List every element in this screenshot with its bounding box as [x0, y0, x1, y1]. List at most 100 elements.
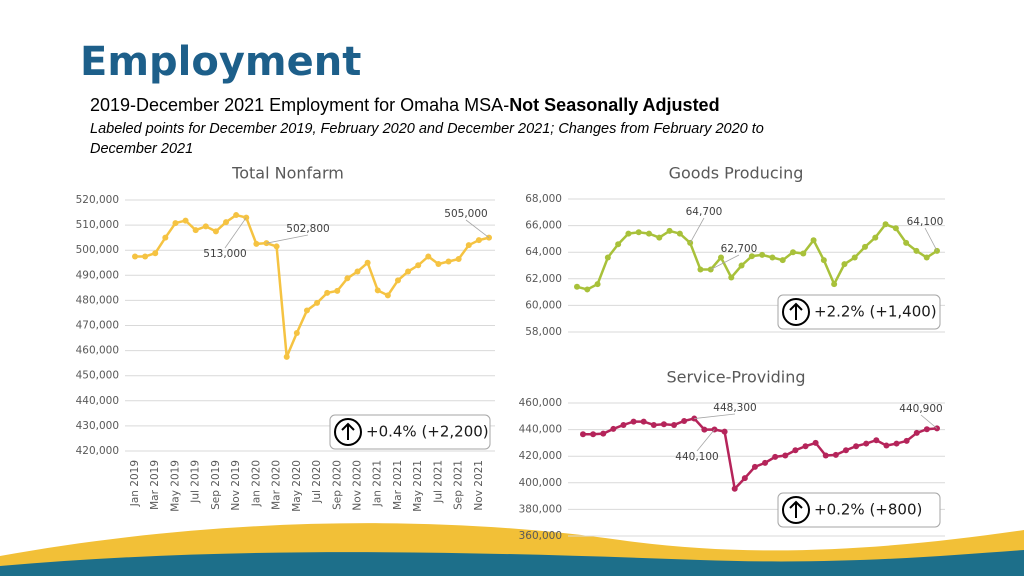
data-point [600, 430, 607, 437]
data-point [660, 421, 667, 428]
y-tick-label: 68,000 [525, 193, 562, 205]
x-tick-label: Jan 2019 [129, 460, 141, 507]
data-point [913, 247, 920, 254]
data-point [475, 237, 482, 244]
x-tick-label: Jul 2019 [190, 460, 202, 504]
data-point [152, 250, 159, 257]
data-point [640, 418, 647, 425]
data-point [354, 268, 361, 275]
arrow-icon [341, 422, 355, 440]
data-point [892, 225, 899, 232]
x-tick-label: May 2021 [412, 460, 424, 512]
data-point [832, 451, 839, 458]
y-tick-label: 360,000 [519, 530, 562, 542]
data-line [583, 417, 938, 492]
data-point [212, 228, 219, 235]
data-point [893, 440, 900, 447]
data-point [384, 292, 391, 299]
y-tick-label: 500,000 [76, 244, 119, 256]
data-point [883, 442, 890, 449]
data-point [584, 286, 591, 293]
x-tick-label: Jan 2020 [250, 460, 262, 507]
data-point [604, 254, 611, 261]
y-tick-label: 430,000 [76, 420, 119, 432]
x-tick-label: Nov 2021 [473, 460, 485, 511]
data-point [594, 281, 601, 288]
data-point [364, 259, 371, 266]
y-tick-label: 380,000 [519, 503, 562, 515]
chart-title: Goods Producing [669, 164, 804, 183]
leader-line [920, 414, 938, 429]
leader-line [924, 227, 938, 252]
change-annotation: +2.2% (+1,400) [814, 303, 937, 321]
decor-wave-teal [0, 550, 1024, 576]
data-point [810, 237, 817, 244]
data-point [182, 217, 189, 224]
data-point [445, 258, 452, 265]
y-tick-label: 480,000 [76, 294, 119, 306]
leader-line [224, 217, 247, 249]
data-point [676, 230, 683, 237]
data-point [800, 250, 807, 257]
y-tick-label: 520,000 [76, 194, 119, 206]
data-point [374, 287, 381, 294]
data-label: 505,000 [444, 208, 487, 220]
data-point [872, 234, 879, 241]
data-point [769, 254, 776, 261]
chart-title: Total Nonfarm [231, 164, 344, 183]
data-point [831, 281, 838, 288]
y-tick-label: 440,000 [519, 424, 562, 436]
data-point [851, 254, 858, 261]
data-point [405, 268, 412, 275]
x-tick-label: Mar 2021 [392, 460, 404, 510]
data-point [172, 220, 179, 227]
data-point [615, 241, 622, 248]
data-point [873, 437, 880, 444]
data-point [223, 219, 230, 226]
data-point [671, 421, 678, 428]
y-tick-label: 420,000 [519, 450, 562, 462]
change-annotation: +0.2% (+800) [814, 501, 922, 519]
data-point [721, 428, 728, 435]
leader-line [710, 254, 740, 270]
y-tick-label: 400,000 [519, 477, 562, 489]
change-box [777, 294, 941, 330]
data-point [790, 249, 796, 256]
data-point [656, 234, 663, 241]
data-point [455, 255, 462, 262]
data-point [812, 439, 819, 446]
data-point [192, 227, 199, 234]
data-point [293, 330, 300, 337]
data-point [435, 261, 442, 268]
leader-line [694, 413, 736, 419]
y-tick-label: 490,000 [76, 269, 119, 281]
y-tick-label: 64,000 [525, 246, 562, 258]
y-tick-label: 460,000 [76, 345, 119, 357]
y-tick-label: 60,000 [525, 299, 562, 311]
data-point [580, 431, 586, 438]
leader-line [465, 219, 490, 238]
x-tick-label: May 2019 [169, 460, 181, 512]
x-tick-label: Nov 2020 [352, 460, 364, 511]
data-point [253, 240, 260, 247]
data-point [681, 417, 688, 424]
y-tick-label: 420,000 [76, 445, 119, 457]
slide-title: Employment [80, 39, 361, 85]
arrow-icon [789, 302, 803, 320]
data-point [782, 452, 789, 459]
data-point [233, 212, 240, 219]
data-point [620, 421, 627, 428]
data-point [324, 289, 331, 296]
data-point [751, 463, 758, 470]
data-label: 440,900 [899, 403, 942, 415]
data-point [590, 431, 597, 438]
chart-title: Service-Providing [666, 368, 805, 387]
data-point [650, 421, 657, 428]
x-tick-label: Nov 2019 [230, 460, 242, 511]
x-tick-label: Sep 2019 [210, 460, 222, 510]
x-tick-label: Mar 2020 [271, 460, 283, 510]
data-point [862, 243, 868, 250]
data-point [731, 485, 738, 492]
